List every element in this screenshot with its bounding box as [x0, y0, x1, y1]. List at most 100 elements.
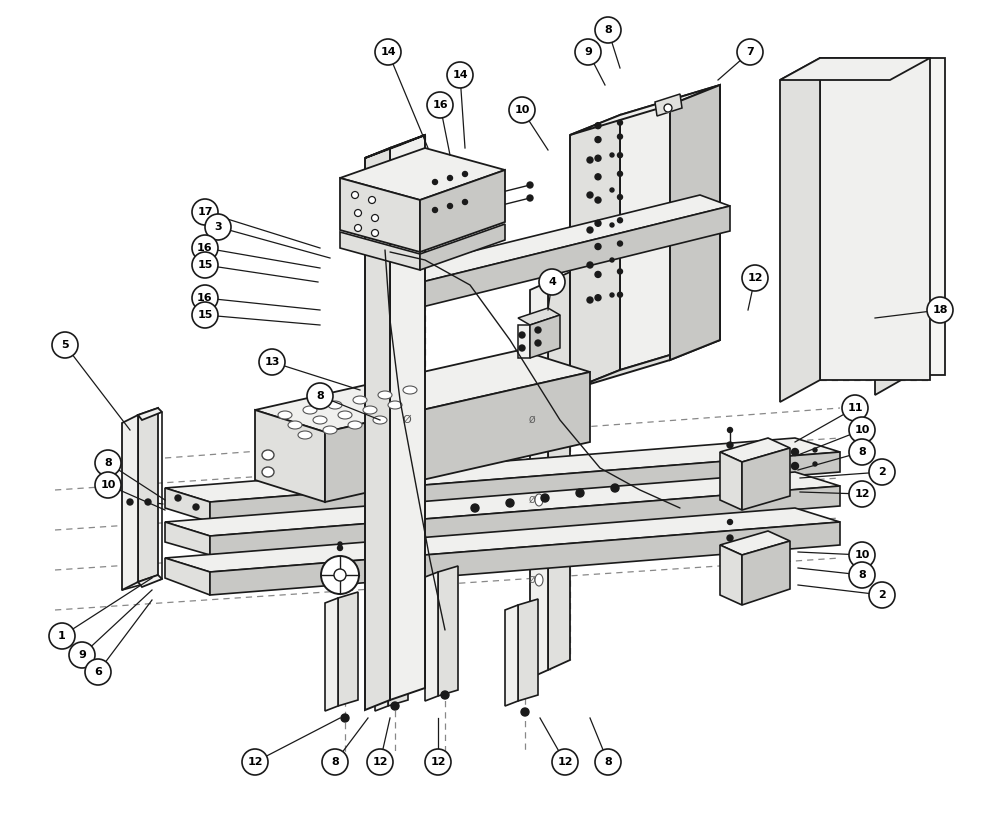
Polygon shape: [365, 135, 425, 158]
Text: 7: 7: [746, 47, 754, 57]
Polygon shape: [390, 135, 425, 700]
Polygon shape: [518, 308, 560, 325]
Circle shape: [432, 207, 438, 212]
Circle shape: [354, 210, 362, 216]
Text: 4: 4: [548, 277, 556, 287]
Polygon shape: [340, 148, 505, 200]
Ellipse shape: [328, 401, 342, 409]
Circle shape: [535, 340, 541, 346]
Text: 5: 5: [61, 340, 69, 350]
Circle shape: [519, 345, 525, 351]
Circle shape: [610, 258, 614, 262]
Text: Ø: Ø: [529, 495, 535, 504]
Text: 10: 10: [100, 480, 116, 490]
Ellipse shape: [278, 411, 292, 419]
Circle shape: [595, 155, 601, 162]
Circle shape: [519, 332, 525, 338]
Circle shape: [354, 210, 362, 216]
Polygon shape: [210, 452, 840, 522]
Text: 8: 8: [316, 391, 324, 401]
Polygon shape: [165, 488, 210, 522]
Circle shape: [728, 428, 732, 432]
Text: 16: 16: [197, 293, 213, 303]
Text: 9: 9: [78, 650, 86, 660]
Polygon shape: [255, 350, 590, 432]
Circle shape: [338, 542, 342, 546]
Circle shape: [145, 499, 151, 505]
Ellipse shape: [353, 396, 367, 404]
Polygon shape: [165, 438, 840, 502]
Circle shape: [535, 327, 541, 333]
Polygon shape: [165, 472, 840, 536]
Polygon shape: [388, 579, 408, 706]
Circle shape: [595, 272, 601, 277]
Circle shape: [611, 484, 619, 492]
Polygon shape: [655, 94, 682, 116]
Circle shape: [618, 292, 622, 297]
Ellipse shape: [298, 431, 312, 439]
Circle shape: [192, 235, 218, 261]
Text: 14: 14: [380, 47, 396, 57]
Polygon shape: [720, 531, 790, 555]
Circle shape: [737, 39, 763, 65]
Circle shape: [575, 39, 601, 65]
Polygon shape: [670, 85, 720, 360]
Text: 13: 13: [264, 357, 280, 367]
Circle shape: [618, 269, 622, 274]
Ellipse shape: [535, 574, 543, 586]
Text: 2: 2: [878, 590, 886, 600]
Circle shape: [587, 157, 593, 163]
Polygon shape: [418, 206, 730, 308]
Text: 8: 8: [858, 447, 866, 457]
Polygon shape: [210, 522, 840, 595]
Circle shape: [509, 97, 535, 123]
Circle shape: [541, 494, 549, 502]
Polygon shape: [165, 558, 210, 595]
Circle shape: [595, 243, 601, 250]
Circle shape: [242, 749, 268, 775]
Polygon shape: [425, 572, 438, 701]
Text: 18: 18: [932, 305, 948, 315]
Ellipse shape: [313, 416, 327, 424]
Circle shape: [849, 562, 875, 588]
Circle shape: [192, 285, 218, 311]
Circle shape: [259, 349, 285, 375]
Circle shape: [338, 546, 342, 551]
Circle shape: [193, 504, 199, 510]
Circle shape: [618, 194, 622, 200]
Circle shape: [49, 623, 75, 649]
Circle shape: [448, 175, 452, 180]
Circle shape: [372, 215, 378, 221]
Text: 6: 6: [94, 667, 102, 677]
Circle shape: [610, 223, 614, 227]
Ellipse shape: [378, 391, 392, 399]
Polygon shape: [720, 438, 790, 462]
Circle shape: [391, 702, 399, 710]
Circle shape: [321, 556, 359, 594]
Text: 12: 12: [854, 489, 870, 499]
Ellipse shape: [535, 334, 543, 346]
Circle shape: [664, 104, 672, 112]
Circle shape: [375, 39, 401, 65]
Polygon shape: [570, 115, 620, 390]
Circle shape: [506, 499, 514, 507]
Circle shape: [618, 241, 622, 246]
Polygon shape: [138, 408, 158, 582]
Circle shape: [552, 749, 578, 775]
Circle shape: [792, 449, 798, 455]
Circle shape: [849, 417, 875, 443]
Text: 12: 12: [557, 757, 573, 767]
Circle shape: [728, 520, 732, 525]
Circle shape: [618, 171, 622, 176]
Polygon shape: [325, 598, 338, 711]
Text: 3: 3: [214, 222, 222, 232]
Circle shape: [527, 195, 533, 201]
Polygon shape: [530, 282, 548, 678]
Ellipse shape: [323, 426, 337, 434]
Circle shape: [576, 489, 584, 497]
Text: 9: 9: [584, 47, 592, 57]
Circle shape: [334, 569, 346, 581]
Text: 12: 12: [247, 757, 263, 767]
Circle shape: [372, 215, 378, 221]
Circle shape: [849, 542, 875, 568]
